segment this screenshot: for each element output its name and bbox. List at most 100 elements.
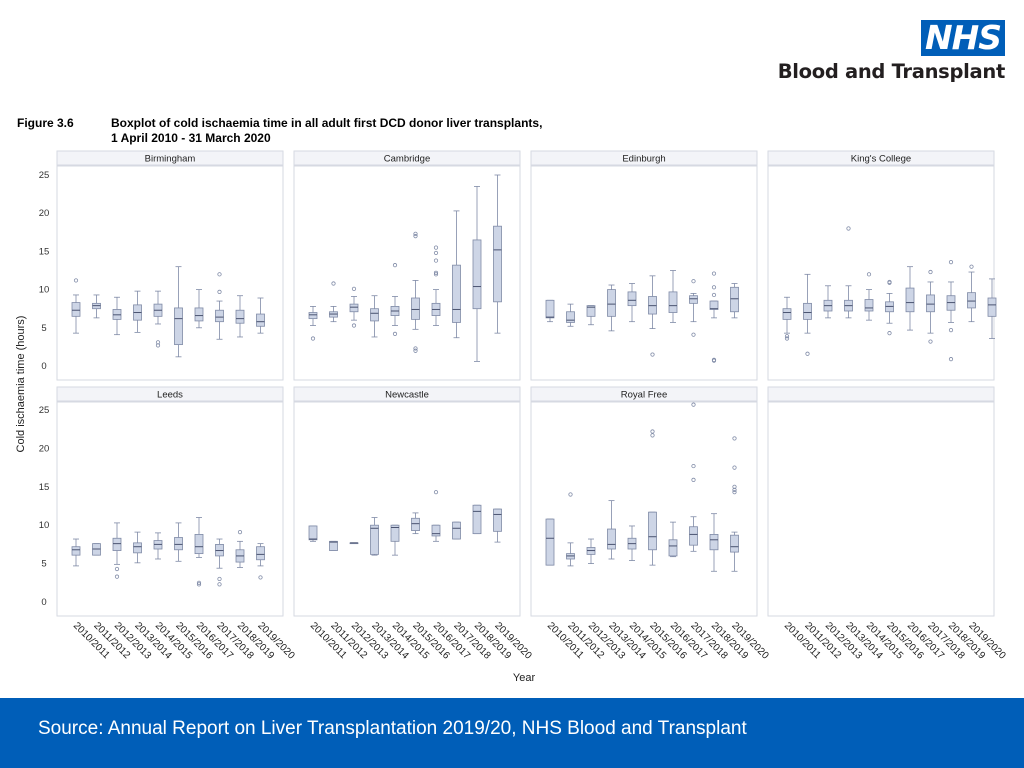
- box: [349, 303, 359, 313]
- outlier-point: [413, 346, 418, 351]
- box: [545, 518, 555, 566]
- outlier-point: [351, 286, 357, 291]
- y-tick-label: 0: [41, 361, 46, 372]
- panel-header: [56, 150, 284, 166]
- logo-subtitle: Blood and Transplant: [777, 60, 1006, 83]
- y-tick-label: 20: [39, 443, 50, 454]
- box: [472, 239, 482, 310]
- figure-label: Figure 3.6: [17, 116, 74, 130]
- panel-king-s-college: King's College: [767, 150, 997, 381]
- outlier-point: [732, 484, 737, 489]
- outlier-point: [732, 490, 737, 495]
- outlier-point: [392, 331, 398, 337]
- outlier-point: [691, 463, 696, 469]
- footer-bar: Source: Annual Report on Liver Transplan…: [0, 698, 1024, 768]
- box: [452, 521, 461, 540]
- outlier-point: [155, 340, 161, 345]
- box: [709, 534, 719, 551]
- box: [586, 305, 596, 317]
- box: [648, 511, 657, 551]
- box: [256, 313, 265, 327]
- panel-header: [767, 386, 995, 402]
- outlier-point: [711, 292, 717, 298]
- box: [709, 300, 719, 310]
- panel-header: [530, 386, 758, 402]
- outlier-point: [331, 281, 336, 286]
- outlier-point: [258, 575, 263, 580]
- panel-title: Royal Free: [621, 390, 667, 401]
- y-tick-label: 25: [39, 405, 50, 416]
- outlier-point: [433, 250, 439, 256]
- panel-frame: [767, 165, 995, 381]
- y-tick-label: 0: [41, 597, 46, 608]
- panel-title: Edinburgh: [622, 154, 665, 165]
- panel-frame: [293, 165, 521, 381]
- outlier-point: [650, 429, 655, 434]
- outlier-point: [948, 327, 954, 333]
- outlier-point: [217, 582, 222, 587]
- outlier-point: [217, 272, 222, 277]
- outlier-point: [691, 477, 696, 482]
- outlier-point: [711, 357, 717, 362]
- outlier-point: [433, 245, 439, 250]
- box: [215, 309, 224, 323]
- box: [308, 312, 318, 320]
- y-axis-title: Cold ischaemia time (hours): [15, 316, 27, 453]
- outlier-point: [691, 402, 696, 407]
- y-tick-label: 5: [41, 323, 46, 334]
- box: [566, 311, 575, 323]
- y-tick-label: 5: [41, 559, 46, 570]
- box: [607, 289, 616, 317]
- panel-frame: [56, 401, 284, 617]
- box: [926, 294, 935, 313]
- outlier-point: [351, 323, 357, 328]
- box: [411, 517, 420, 531]
- panel-header: [767, 150, 995, 166]
- box: [370, 524, 379, 555]
- y-tick-label: 25: [39, 170, 50, 181]
- panel-edinburgh: Edinburgh: [530, 150, 758, 381]
- outlier-point: [568, 492, 573, 497]
- box: [730, 286, 739, 313]
- box: [308, 525, 318, 541]
- panel-header: [530, 150, 758, 166]
- boxplot-chart: Birmingham 0 5 10 15 20 25 Cambridge Edinburgh Ki…: [15, 150, 1008, 684]
- box: [390, 524, 400, 542]
- panel-header: [293, 386, 521, 402]
- box: [905, 287, 915, 313]
- box: [235, 309, 245, 324]
- y-tick-label: 10: [39, 285, 50, 296]
- box: [493, 508, 502, 532]
- box: [133, 542, 142, 554]
- box: [452, 264, 461, 323]
- outlier-point: [711, 285, 717, 290]
- panel-leeds: Leeds05101520252010/20112011/20122012/20…: [39, 386, 297, 662]
- outlier-point: [711, 271, 717, 276]
- panel-empty: 2010/20112011/20122012/20132013/20142014…: [767, 386, 1008, 662]
- box: [411, 297, 420, 320]
- outlier-point: [433, 258, 439, 263]
- box: [730, 534, 739, 553]
- outlier-point: [928, 339, 933, 344]
- outlier-point: [114, 566, 120, 572]
- panel-title: Cambridge: [384, 154, 430, 165]
- box: [370, 308, 379, 322]
- outlier-point: [392, 263, 398, 268]
- outlier-point: [196, 582, 202, 587]
- nhs-logo-mark: NHS: [921, 20, 1005, 56]
- box: [607, 528, 616, 550]
- box: [668, 291, 678, 313]
- panel-frame: [530, 401, 758, 617]
- panel-title: King's College: [851, 154, 911, 165]
- panel-header: [293, 150, 521, 166]
- outlier-point: [691, 332, 696, 337]
- panel-frame: [56, 165, 284, 381]
- box: [782, 308, 792, 320]
- y-tick-label: 20: [39, 208, 50, 219]
- outlier-point: [732, 465, 737, 470]
- outlier-point: [237, 530, 243, 535]
- box: [668, 539, 678, 557]
- panel-birmingham: Birmingham 0 5 10 15 20 25: [39, 150, 284, 381]
- box: [431, 524, 441, 537]
- outlier-point: [948, 357, 954, 362]
